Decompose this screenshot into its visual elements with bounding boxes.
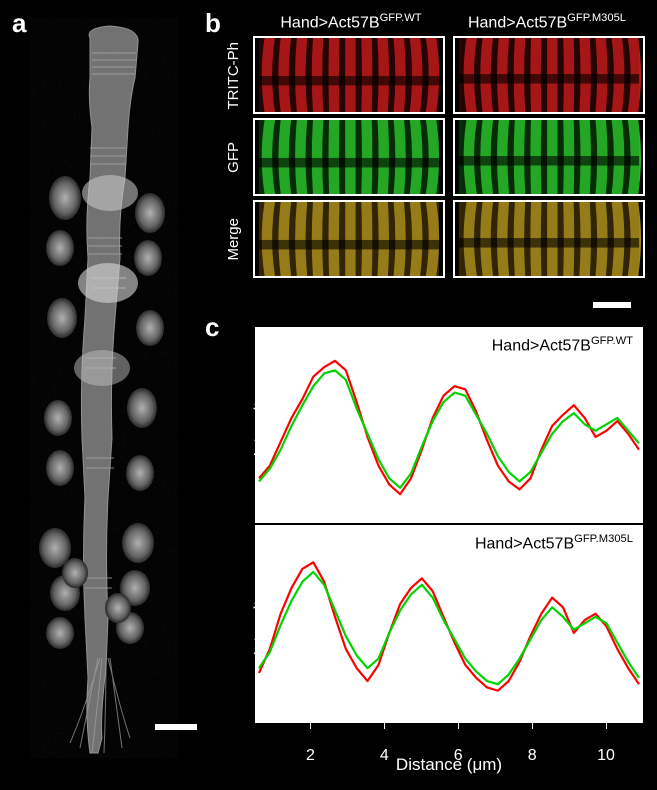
micrograph — [453, 200, 645, 278]
panel-label-a: a — [12, 8, 26, 39]
panel-c-charts: Intensity Hand>Act57BGFP.WT Intensity Hand>… — [225, 325, 645, 775]
xtick: 2 — [306, 747, 315, 765]
panel-b-grid: Hand>Act57BGFP.WT Hand>Act57BGFP.M305L T… — [225, 12, 645, 282]
chart-ylabel: Intensity — [251, 592, 271, 655]
organ-image-svg — [30, 18, 195, 758]
panel-label-c: c — [205, 312, 219, 343]
micrograph — [453, 118, 645, 196]
panel-b-rowlabel: TRITC-Ph — [225, 42, 253, 110]
scale-bar-b — [593, 302, 631, 308]
xtick: 8 — [528, 747, 537, 765]
xtick: 6 — [454, 747, 463, 765]
panel-label-b: b — [205, 8, 221, 39]
panel-b-rowlabel: GFP — [225, 142, 253, 173]
panel-b-col1-header: Hand>Act57BGFP.WT — [253, 12, 449, 36]
panel-b-col2-header: Hand>Act57BGFP.M305L — [449, 12, 645, 36]
chart-ylabel: Intensity — [251, 393, 271, 456]
panel-a-microscopy — [30, 18, 195, 758]
chart-title: Hand>Act57BGFP.M305L — [475, 533, 633, 553]
panel-b-rowlabel: Merge — [225, 218, 253, 261]
micrograph — [253, 36, 445, 114]
chart-title: Hand>Act57BGFP.WT — [492, 335, 633, 355]
intensity-chart-0: Intensity Hand>Act57BGFP.WT — [253, 325, 645, 525]
micrograph — [453, 36, 645, 114]
panel-b-row-tritc-ph: TRITC-Ph — [225, 36, 645, 114]
panel-b-row-gfp: GFP — [225, 118, 645, 196]
intensity-chart-1: IntensityHand>Act57BGFP.M305L246810 — [253, 525, 645, 725]
micrograph — [253, 200, 445, 278]
xtick: 10 — [597, 747, 615, 765]
micrograph — [253, 118, 445, 196]
xtick: 4 — [380, 747, 389, 765]
scale-bar-a — [155, 724, 197, 730]
panel-b-row-merge: Merge — [225, 200, 645, 278]
